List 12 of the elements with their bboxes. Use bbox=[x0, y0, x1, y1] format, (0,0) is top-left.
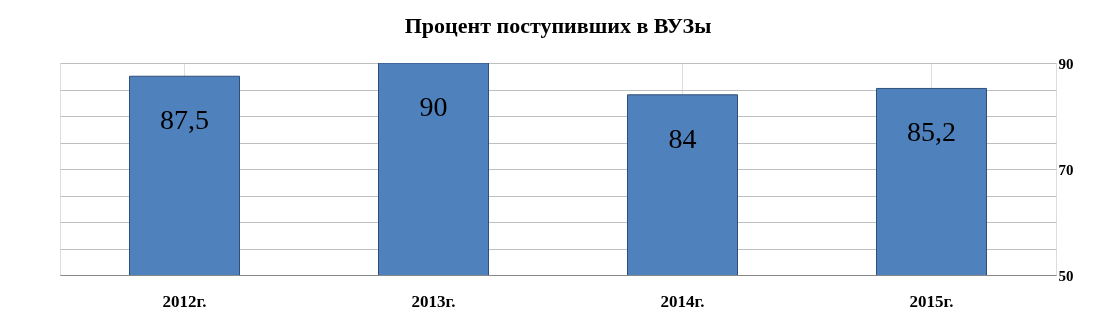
data-label: 87,5 bbox=[160, 104, 209, 136]
data-label: 90 bbox=[419, 91, 448, 122]
chart-title: Процент поступивших в ВУЗы bbox=[404, 13, 712, 38]
x-tick-label: 2014г. bbox=[660, 291, 705, 311]
data-label: 84 bbox=[668, 122, 697, 154]
x-tick-label: 2015г. bbox=[909, 291, 954, 311]
y-tick-label: 90 bbox=[1058, 55, 1074, 72]
x-tick-label: 2012г. bbox=[162, 291, 207, 311]
y-tick-label: 50 bbox=[1058, 267, 1074, 284]
data-label: 85,2 bbox=[907, 116, 956, 148]
x-tick-label: 2013г. bbox=[411, 291, 456, 311]
y-tick-label: 70 bbox=[1058, 161, 1074, 178]
